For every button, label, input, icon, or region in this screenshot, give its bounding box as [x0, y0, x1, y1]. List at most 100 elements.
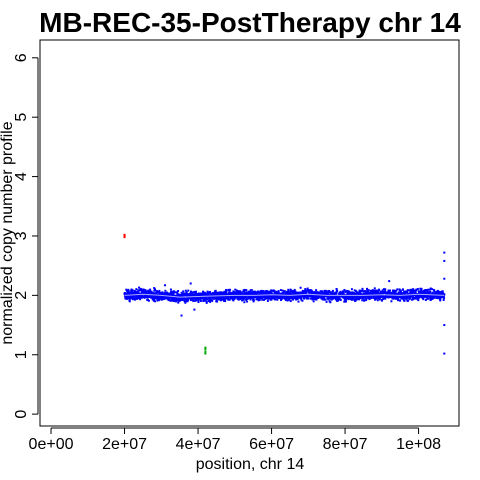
data-point — [177, 290, 180, 293]
data-point — [123, 233, 126, 236]
data-point — [384, 288, 387, 291]
data-point — [409, 288, 412, 291]
data-point — [274, 290, 277, 293]
data-point — [298, 296, 301, 299]
data-point — [229, 291, 232, 294]
data-point — [169, 299, 172, 302]
data-point — [321, 290, 324, 293]
data-point — [199, 297, 202, 300]
data-point — [348, 291, 351, 294]
y-tick-label: 0 — [13, 410, 30, 419]
data-point — [189, 282, 192, 285]
data-point — [149, 288, 152, 291]
data-point — [423, 292, 426, 295]
data-point — [169, 293, 172, 296]
data-point — [306, 295, 309, 298]
data-point — [366, 295, 369, 298]
data-point — [402, 295, 405, 298]
data-point — [334, 297, 337, 300]
data-point — [437, 289, 440, 292]
data-point — [439, 297, 442, 300]
data-point — [429, 287, 432, 290]
data-point — [292, 290, 295, 293]
data-point — [197, 298, 200, 301]
data-point — [393, 289, 396, 292]
data-point — [131, 289, 134, 292]
data-point — [183, 296, 186, 299]
data-point — [289, 297, 292, 300]
data-point — [192, 299, 195, 302]
data-point — [137, 291, 140, 294]
data-point — [123, 236, 126, 239]
data-point — [350, 288, 353, 291]
data-point — [433, 296, 436, 299]
data-point — [295, 298, 298, 301]
data-point — [291, 298, 294, 301]
data-point — [225, 290, 228, 293]
data-point — [187, 289, 190, 292]
data-point — [182, 290, 185, 293]
data-point — [300, 292, 303, 295]
data-point — [387, 293, 390, 296]
data-point — [441, 290, 444, 293]
data-point — [249, 298, 252, 301]
data-point — [192, 296, 195, 299]
data-point — [169, 288, 172, 291]
data-point — [144, 296, 147, 299]
data-point — [361, 299, 364, 302]
data-point — [425, 296, 428, 299]
data-point — [180, 293, 183, 296]
data-point — [239, 298, 242, 301]
segment-line — [124, 293, 445, 298]
data-point — [369, 289, 372, 292]
data-point — [163, 297, 166, 300]
data-point — [195, 298, 198, 301]
data-point — [407, 299, 410, 302]
data-point — [201, 296, 204, 299]
data-point — [381, 299, 384, 302]
data-point — [353, 289, 356, 292]
data-point — [204, 350, 207, 353]
data-point — [163, 284, 166, 287]
data-point — [209, 290, 212, 293]
data-point — [400, 297, 403, 300]
data-point — [410, 294, 413, 297]
y-tick-label: 2 — [13, 291, 30, 300]
data-point — [373, 287, 376, 290]
data-point — [385, 295, 388, 298]
data-point — [334, 298, 337, 301]
data-point — [327, 292, 330, 295]
data-point — [442, 298, 445, 301]
data-point — [258, 298, 261, 301]
data-point — [260, 291, 263, 294]
data-point — [191, 292, 194, 295]
data-point — [293, 288, 296, 291]
data-point — [354, 299, 357, 302]
data-point — [373, 296, 376, 299]
data-point — [153, 288, 156, 291]
data-point — [344, 300, 347, 303]
data-point — [301, 299, 304, 302]
data-point — [331, 289, 334, 292]
data-point — [204, 346, 207, 349]
data-point — [329, 297, 332, 300]
data-point — [289, 296, 292, 299]
data-point — [328, 291, 331, 294]
data-point — [284, 292, 287, 295]
data-point — [316, 295, 319, 298]
data-point — [281, 289, 284, 292]
data-point — [249, 292, 252, 295]
data-point — [126, 297, 129, 300]
data-point — [161, 291, 164, 294]
data-point — [420, 287, 423, 290]
data-point — [286, 295, 289, 298]
data-point — [228, 298, 231, 301]
data-point — [158, 289, 161, 292]
data-point — [275, 297, 278, 300]
data-point — [130, 290, 133, 293]
data-point — [243, 290, 246, 293]
data-point — [277, 291, 280, 294]
data-point — [166, 292, 169, 295]
data-point — [139, 295, 142, 298]
data-point — [137, 289, 140, 292]
